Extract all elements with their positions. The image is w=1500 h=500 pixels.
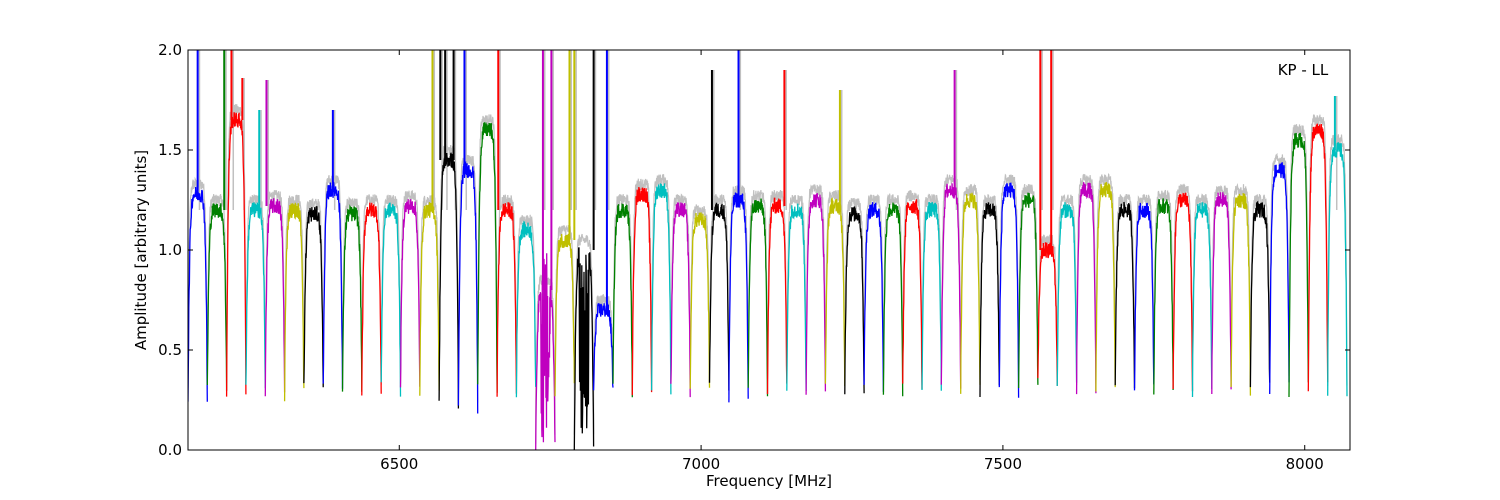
- channel-trace: [728, 192, 749, 403]
- channel-trace: [844, 206, 865, 395]
- channel-trace: [921, 201, 942, 391]
- channel-trace: [188, 186, 208, 402]
- y-tick-label: 0.0: [158, 441, 182, 459]
- channel-trace: [1288, 132, 1309, 398]
- channel-trace: [1114, 201, 1136, 389]
- channel-trace: [863, 202, 885, 392]
- channel-trace: [1056, 202, 1078, 387]
- channel-trace: [457, 160, 479, 414]
- channel-trace: [1153, 198, 1174, 395]
- channel-trace: [1017, 192, 1039, 389]
- channel-trace: [708, 202, 730, 391]
- plot-series: [188, 50, 1348, 450]
- axis-ticks: 6500 7000 7500 8000 0.0 0.5 1.0 1.5 2.0: [158, 41, 1350, 473]
- channel-trace: [515, 220, 537, 398]
- y-tick-label: 0.5: [158, 341, 182, 359]
- channel-trace: [1133, 202, 1155, 391]
- channel-trace: [1249, 200, 1271, 388]
- channel-trace: [245, 202, 266, 389]
- channel-trace: [438, 152, 460, 409]
- x-axis-label: Frequency [MHz]: [706, 472, 832, 490]
- channel-trace: [303, 206, 324, 388]
- channel-trace: [786, 203, 807, 392]
- channel-trace: [979, 202, 1000, 398]
- channel-trace: [902, 199, 923, 390]
- channel-trace: [264, 198, 286, 397]
- channel-trace: [1230, 193, 1252, 396]
- channel-trace: [805, 192, 827, 395]
- channel-trace: [573, 247, 595, 450]
- channel-trace: [399, 199, 421, 388]
- channel-trace: [1327, 142, 1348, 397]
- channel-trace: [1095, 182, 1116, 392]
- channel-trace: [206, 203, 228, 391]
- channel-trace: [766, 197, 788, 395]
- x-tick-label: 7000: [682, 455, 720, 473]
- y-tick-label: 1.5: [158, 141, 182, 159]
- plot-annotation: KP - LL: [1278, 61, 1329, 79]
- x-tick-label: 7500: [984, 455, 1022, 473]
- channel-trace: [380, 202, 402, 397]
- channel-trace: [535, 253, 556, 450]
- channel-trace: [554, 233, 575, 397]
- channel-trace: [1211, 192, 1232, 395]
- channel-trace: [419, 202, 440, 396]
- channel-trace: [1191, 202, 1213, 398]
- channel-trace: [1269, 162, 1290, 395]
- channel-trace: [592, 302, 614, 391]
- channel-trace: [612, 203, 633, 398]
- channel-trace: [824, 197, 846, 387]
- channel-trace: [225, 112, 247, 397]
- channel-trace: [882, 202, 904, 397]
- channel-trace: [496, 202, 518, 397]
- channel-trace: [960, 192, 981, 394]
- channel-trace: [477, 122, 498, 393]
- channel-trace: [1037, 242, 1058, 386]
- channel-trace: [341, 204, 363, 392]
- y-axis-label: Amplitude [arbitrary units]: [132, 150, 150, 350]
- channel-trace: [361, 202, 382, 396]
- channel-trace: [747, 198, 769, 397]
- channel-trace: [631, 186, 653, 396]
- channel-trace: [940, 182, 962, 389]
- x-tick-label: 6500: [380, 455, 418, 473]
- channel-trace: [650, 183, 672, 395]
- y-tick-label: 1.0: [158, 241, 182, 259]
- y-tick-label: 2.0: [158, 41, 182, 59]
- channel-trace: [670, 202, 691, 398]
- x-tick-label: 8000: [1286, 455, 1324, 473]
- channel-trace: [283, 202, 305, 402]
- channel-trace: [1307, 123, 1329, 392]
- channel-trace: [1172, 192, 1194, 392]
- channel-trace: [322, 180, 344, 389]
- channel-trace: [689, 212, 711, 389]
- channel-trace: [998, 182, 1020, 398]
- channel-trace: [1075, 182, 1097, 395]
